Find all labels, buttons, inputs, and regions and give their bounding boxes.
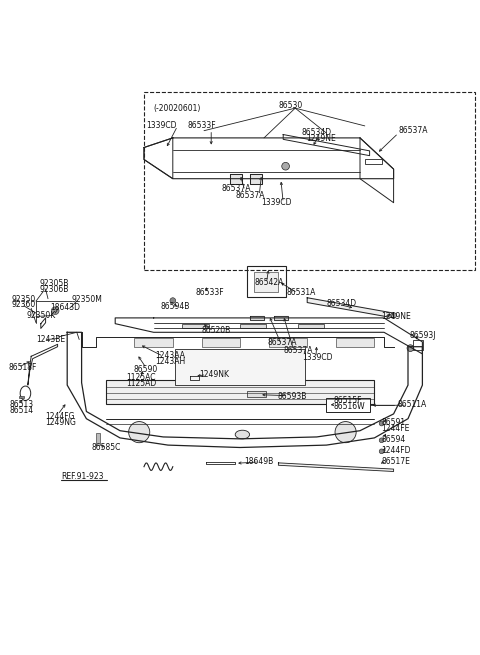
Circle shape: [335, 422, 356, 443]
Text: 86537A: 86537A: [283, 346, 312, 354]
Text: 86533F: 86533F: [196, 288, 225, 297]
Text: 86537A: 86537A: [268, 339, 297, 347]
Polygon shape: [274, 316, 288, 320]
Text: 1339CD: 1339CD: [302, 353, 333, 362]
Text: 86534D: 86534D: [301, 128, 332, 137]
Text: 86516W: 86516W: [334, 402, 365, 411]
Bar: [336, 338, 374, 346]
FancyBboxPatch shape: [175, 349, 305, 385]
Bar: [96, 432, 100, 445]
Text: 1339CD: 1339CD: [262, 198, 292, 207]
Text: 1249NG: 1249NG: [46, 417, 76, 426]
Bar: [413, 341, 423, 350]
Text: 92350K: 92350K: [26, 310, 56, 320]
Bar: [254, 272, 278, 291]
Text: 86542A: 86542A: [254, 278, 284, 287]
Text: 86537A: 86537A: [235, 191, 264, 200]
Polygon shape: [278, 463, 394, 472]
Text: (-20020601): (-20020601): [154, 104, 201, 113]
FancyBboxPatch shape: [106, 381, 374, 404]
Text: 1249NE: 1249NE: [306, 134, 336, 143]
Text: 92350M: 92350M: [71, 295, 102, 304]
Circle shape: [391, 312, 396, 318]
Text: 1243BE: 1243BE: [36, 335, 65, 343]
Text: 86594: 86594: [382, 435, 406, 444]
Text: 86534D: 86534D: [326, 299, 357, 309]
Text: 1125AD: 1125AD: [126, 379, 156, 388]
Circle shape: [379, 449, 384, 454]
Text: 92360: 92360: [12, 301, 36, 309]
Bar: [298, 324, 324, 328]
Circle shape: [170, 298, 176, 303]
Text: 86593B: 86593B: [277, 392, 307, 401]
Text: 92350: 92350: [12, 295, 36, 304]
Text: 86517E: 86517E: [382, 457, 410, 466]
Text: 86530: 86530: [278, 101, 303, 110]
Text: 86590: 86590: [133, 365, 158, 374]
Text: 86594B: 86594B: [161, 303, 190, 311]
Text: 86533F: 86533F: [187, 121, 216, 130]
Bar: [247, 391, 266, 397]
Polygon shape: [250, 316, 264, 320]
Text: REF.91-923: REF.91-923: [61, 472, 104, 481]
Text: 92305B: 92305B: [39, 279, 69, 288]
Text: 18649B: 18649B: [244, 457, 273, 466]
Bar: [365, 159, 382, 164]
Text: 1243AA: 1243AA: [155, 351, 185, 360]
Circle shape: [407, 345, 414, 352]
Text: 1249NE: 1249NE: [382, 312, 411, 321]
Bar: [19, 396, 24, 398]
Text: 86511A: 86511A: [397, 400, 427, 409]
Text: 1339CD: 1339CD: [146, 121, 177, 130]
Polygon shape: [230, 174, 242, 183]
Bar: [202, 338, 240, 346]
Text: 86520B: 86520B: [202, 326, 231, 335]
Text: 1244FG: 1244FG: [46, 412, 75, 421]
Text: 92306B: 92306B: [39, 285, 69, 294]
Bar: [326, 398, 370, 411]
Circle shape: [282, 162, 289, 170]
Polygon shape: [307, 298, 394, 318]
Text: 86531A: 86531A: [287, 288, 316, 297]
Text: 1244FE: 1244FE: [382, 424, 410, 433]
Text: 86513: 86513: [10, 400, 34, 409]
Bar: [240, 324, 266, 328]
Text: 86537A: 86537A: [398, 126, 428, 135]
Text: 86518F: 86518F: [9, 363, 37, 372]
Ellipse shape: [235, 430, 250, 439]
Text: 1243AH: 1243AH: [155, 356, 185, 365]
Circle shape: [129, 422, 150, 443]
Text: 18643D: 18643D: [50, 303, 80, 312]
Text: 1244FD: 1244FD: [382, 446, 411, 455]
Text: 1125AC: 1125AC: [126, 373, 156, 383]
Circle shape: [379, 421, 384, 426]
Bar: [182, 324, 209, 328]
Polygon shape: [250, 174, 262, 183]
Bar: [134, 338, 173, 346]
Text: 86591: 86591: [382, 418, 406, 427]
Circle shape: [379, 438, 384, 443]
Text: 86515F: 86515F: [334, 396, 362, 405]
Text: 86585C: 86585C: [91, 443, 120, 452]
Circle shape: [51, 307, 59, 314]
Text: 86593J: 86593J: [409, 331, 436, 340]
Text: 1249NK: 1249NK: [199, 369, 229, 379]
Text: 86537A: 86537A: [222, 184, 251, 193]
Bar: [269, 338, 307, 346]
Text: 86514: 86514: [10, 405, 34, 415]
